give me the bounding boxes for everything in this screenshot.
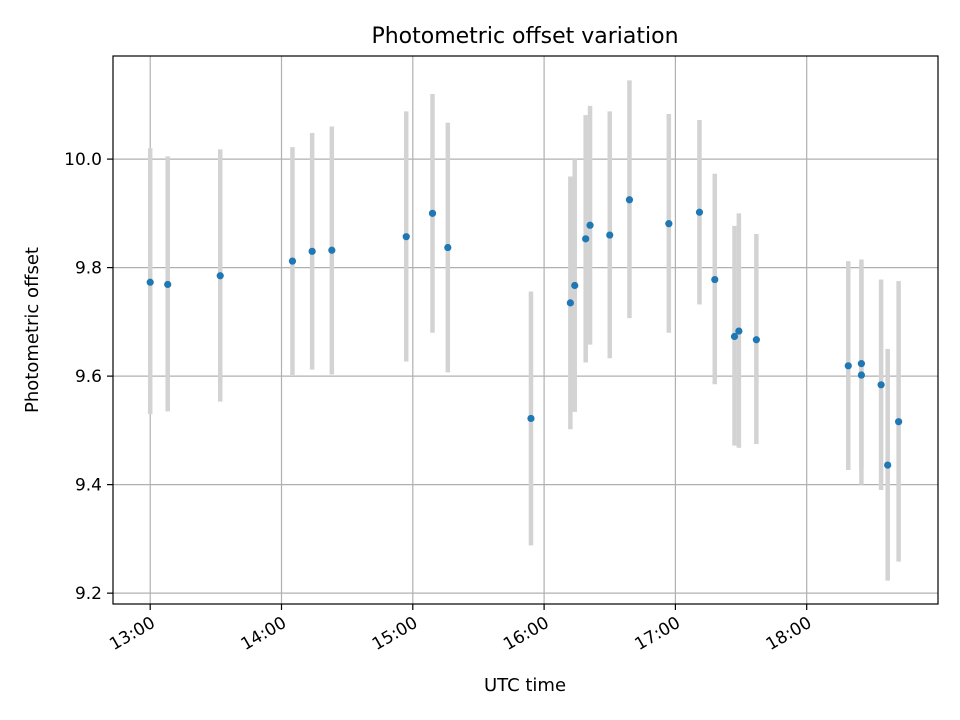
data-point xyxy=(895,418,903,426)
data-point xyxy=(402,233,410,241)
data-point xyxy=(582,235,590,243)
data-point xyxy=(730,332,739,341)
data-point xyxy=(844,362,852,370)
data-point xyxy=(695,208,704,216)
data-point xyxy=(665,220,673,228)
data-point xyxy=(216,272,224,280)
data-point xyxy=(164,280,172,289)
data-point xyxy=(428,209,437,217)
data-point xyxy=(586,221,594,229)
data-point xyxy=(288,257,297,265)
data-point xyxy=(146,278,154,286)
data-point xyxy=(571,281,579,290)
x-axis-label: UTC time xyxy=(484,675,566,696)
data-point xyxy=(444,243,452,252)
data-point xyxy=(566,299,574,307)
data-point xyxy=(884,461,892,469)
y-tick-label: 10.0 xyxy=(64,150,102,170)
y-axis-label: Photometric offset xyxy=(22,247,43,413)
data-point xyxy=(735,327,743,335)
data-point xyxy=(527,414,535,423)
data-point xyxy=(625,196,634,204)
chart-title: Photometric offset variation xyxy=(371,24,678,49)
data-point xyxy=(752,336,760,344)
data-point xyxy=(857,360,866,368)
y-tick-label: 9.8 xyxy=(75,259,102,279)
y-tick-label: 9.6 xyxy=(75,367,102,387)
y-tick-label: 9.2 xyxy=(75,584,102,604)
grid-lines xyxy=(113,56,938,604)
data-points xyxy=(146,196,903,469)
y-tick-label: 9.4 xyxy=(75,476,102,496)
data-point xyxy=(857,371,866,379)
data-point xyxy=(877,381,885,389)
plot-frame xyxy=(112,55,939,605)
data-point xyxy=(711,275,719,284)
data-point xyxy=(328,246,336,254)
data-point xyxy=(606,231,614,239)
data-point xyxy=(308,247,316,255)
